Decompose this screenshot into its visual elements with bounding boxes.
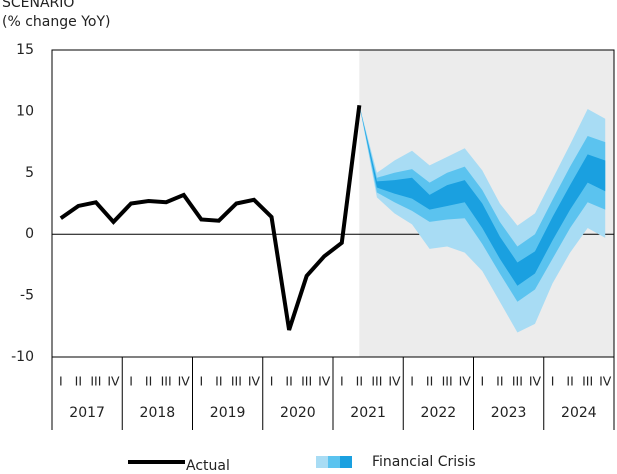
x-tick-label: III [371,374,382,389]
legend-swatch [328,456,340,468]
x-tick-label: II [426,374,433,389]
x-tick-label: III [231,374,242,389]
year-label: 2022 [421,405,457,421]
legend-label: Actual [186,458,230,474]
line-series [59,105,362,331]
x-tick-label: I [199,374,203,389]
x-tick-label: IV [178,374,191,389]
x-tick-label: III [161,374,172,389]
x-tick-label: I [480,374,484,389]
y-tick-label: 5 [25,165,34,181]
x-tick-label: III [90,374,101,389]
chart-subtitle: (% change YoY) [2,14,110,30]
year-label: 2024 [561,405,597,421]
x-tick-label: I [129,374,133,389]
year-label: 2023 [491,405,527,421]
x-tick-label: IV [248,374,261,389]
x-tick-label: II [496,374,503,389]
x-tick-label: IV [459,374,472,389]
x-tick-label: II [75,374,82,389]
x-tick-label: II [215,374,222,389]
legend-swatch [316,456,328,468]
year-label: 2018 [140,405,176,421]
x-tick-label: I [410,374,414,389]
y-tick-label: -10 [11,349,34,365]
x-tick-label: III [512,374,523,389]
x-tick-label: II [566,374,573,389]
x-tick-label: II [285,374,292,389]
x-tick-label: II [145,374,152,389]
y-tick-label: 0 [25,226,34,242]
x-tick-label: IV [529,374,542,389]
x-tick-label: IV [599,374,612,389]
x-tick-label: IV [318,374,331,389]
x-tick-label: III [301,374,312,389]
year-label: 2020 [280,405,316,421]
year-label: 2019 [210,405,246,421]
year-label: 2017 [69,405,105,421]
legend-swatch [340,456,352,468]
x-tick-label: IV [388,374,401,389]
x-tick-label: IV [107,374,120,389]
x-tick-label: I [551,374,555,389]
x-tick-label: III [582,374,593,389]
chart-title: SCENARIO [2,0,74,11]
x-tick-label: III [442,374,453,389]
y-tick-label: 10 [16,103,34,119]
y-tick-label: -5 [20,288,34,304]
x-tick-label: I [340,374,344,389]
legend-label: Financial Crisis [372,454,476,470]
x-tick-label: I [270,374,274,389]
fan-band [359,105,606,286]
x-tick-label: I [59,374,63,389]
year-label: 2021 [350,405,386,421]
x-tick-label: II [356,374,363,389]
y-tick-label: 15 [16,42,34,58]
